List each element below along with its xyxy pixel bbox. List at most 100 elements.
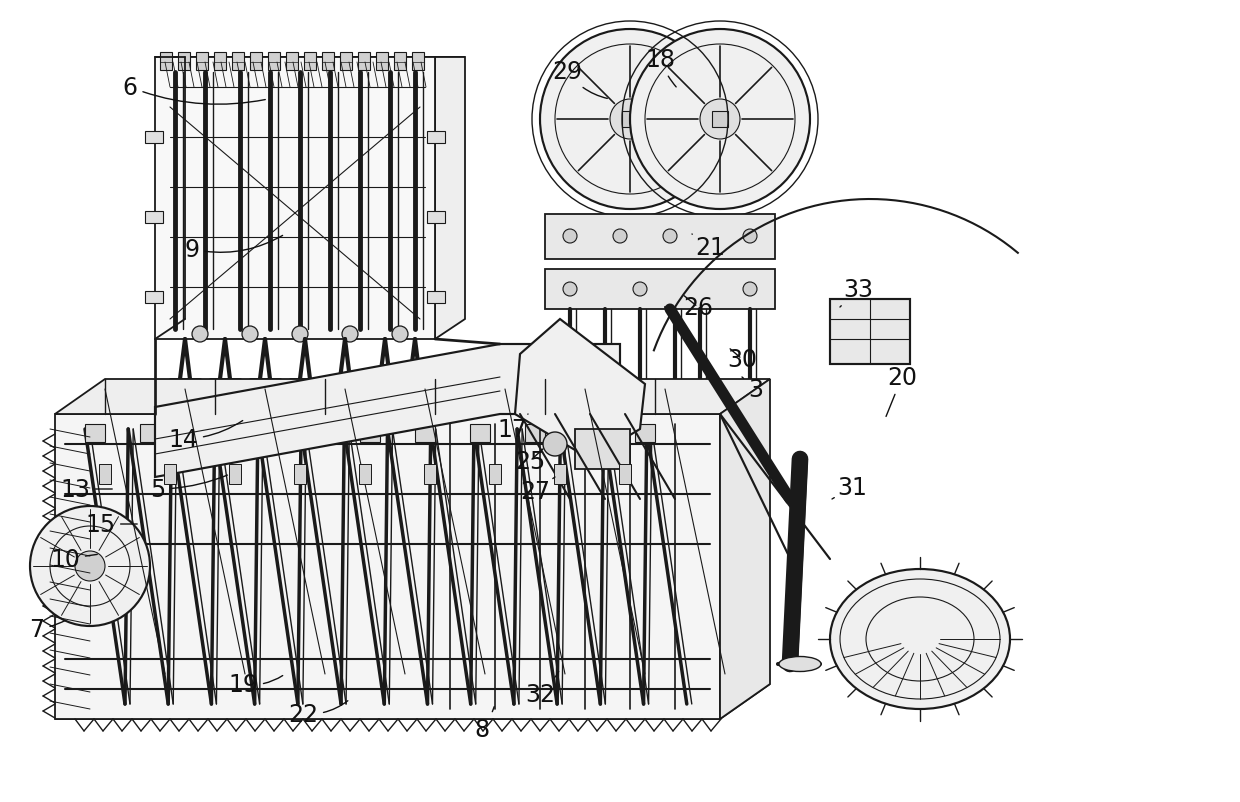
Text: 27: 27	[520, 477, 556, 504]
Text: 13: 13	[60, 477, 113, 501]
Bar	[179, 53, 190, 71]
Polygon shape	[55, 379, 770, 415]
Ellipse shape	[779, 657, 821, 671]
Bar	[525, 424, 546, 443]
Circle shape	[30, 506, 150, 626]
Circle shape	[392, 326, 408, 342]
Circle shape	[192, 326, 208, 342]
Bar	[358, 53, 370, 71]
Bar	[229, 464, 241, 484]
Circle shape	[563, 282, 577, 297]
Text: 17: 17	[497, 415, 528, 441]
Text: 32: 32	[525, 671, 559, 706]
Text: 25: 25	[515, 449, 546, 473]
Bar	[575, 429, 630, 469]
Bar	[415, 424, 435, 443]
Bar	[145, 132, 162, 144]
Text: 26: 26	[683, 296, 713, 320]
Bar	[215, 53, 226, 71]
Text: 18: 18	[645, 48, 676, 87]
Bar	[145, 212, 162, 224]
Text: 19: 19	[228, 672, 283, 696]
Bar	[268, 53, 280, 71]
Polygon shape	[55, 415, 720, 719]
Bar	[360, 424, 379, 443]
Bar	[427, 212, 445, 224]
Text: 8: 8	[475, 707, 495, 741]
Circle shape	[610, 100, 650, 140]
Circle shape	[74, 551, 105, 581]
Text: 7: 7	[30, 618, 66, 642]
Bar	[580, 424, 600, 443]
Polygon shape	[435, 58, 465, 339]
Circle shape	[291, 326, 308, 342]
Text: 3: 3	[742, 378, 764, 402]
Circle shape	[663, 229, 677, 244]
Circle shape	[630, 30, 810, 210]
Bar	[376, 53, 388, 71]
Bar	[305, 424, 325, 443]
Bar	[619, 464, 631, 484]
Bar	[427, 132, 445, 144]
Polygon shape	[515, 320, 645, 460]
Text: 15: 15	[84, 512, 138, 537]
Text: 9: 9	[185, 236, 283, 261]
Text: 31: 31	[832, 476, 867, 500]
Text: 22: 22	[288, 701, 348, 726]
Text: 30: 30	[727, 347, 756, 371]
Bar	[160, 53, 172, 71]
Bar	[164, 464, 176, 484]
Bar	[830, 300, 910, 365]
Bar	[294, 464, 306, 484]
Bar	[489, 464, 501, 484]
Circle shape	[701, 100, 740, 140]
Bar	[286, 53, 298, 71]
Circle shape	[539, 30, 720, 210]
Text: 14: 14	[169, 421, 243, 452]
Circle shape	[342, 326, 358, 342]
Bar	[250, 424, 270, 443]
Polygon shape	[546, 215, 775, 260]
Polygon shape	[155, 345, 620, 477]
Text: 33: 33	[839, 277, 873, 308]
Bar	[145, 292, 162, 304]
Circle shape	[632, 282, 647, 297]
Circle shape	[613, 229, 627, 244]
Bar	[140, 424, 160, 443]
Bar	[99, 464, 112, 484]
Bar	[232, 53, 244, 71]
Circle shape	[543, 432, 567, 456]
Bar	[635, 424, 655, 443]
Bar	[712, 111, 728, 128]
Bar	[424, 464, 436, 484]
Bar	[622, 111, 639, 128]
Circle shape	[242, 326, 258, 342]
Bar	[427, 292, 445, 304]
Text: 20: 20	[887, 366, 918, 417]
Circle shape	[743, 282, 756, 297]
Text: 10: 10	[50, 547, 97, 571]
Polygon shape	[55, 684, 770, 719]
Bar	[412, 53, 424, 71]
Bar	[195, 424, 215, 443]
Bar	[86, 424, 105, 443]
Circle shape	[563, 229, 577, 244]
Bar	[304, 53, 316, 71]
Polygon shape	[155, 58, 435, 339]
Bar	[554, 464, 565, 484]
Bar	[470, 424, 490, 443]
Circle shape	[743, 229, 756, 244]
Polygon shape	[720, 379, 770, 719]
Bar	[360, 464, 371, 484]
Bar	[394, 53, 405, 71]
Bar	[322, 53, 334, 71]
Bar	[196, 53, 208, 71]
Polygon shape	[546, 269, 775, 310]
Text: 5: 5	[150, 476, 227, 501]
Ellipse shape	[830, 569, 1011, 709]
Text: 29: 29	[552, 60, 608, 99]
Text: 21: 21	[692, 235, 725, 260]
Text: 6: 6	[123, 76, 265, 105]
Bar	[250, 53, 262, 71]
Bar	[340, 53, 352, 71]
